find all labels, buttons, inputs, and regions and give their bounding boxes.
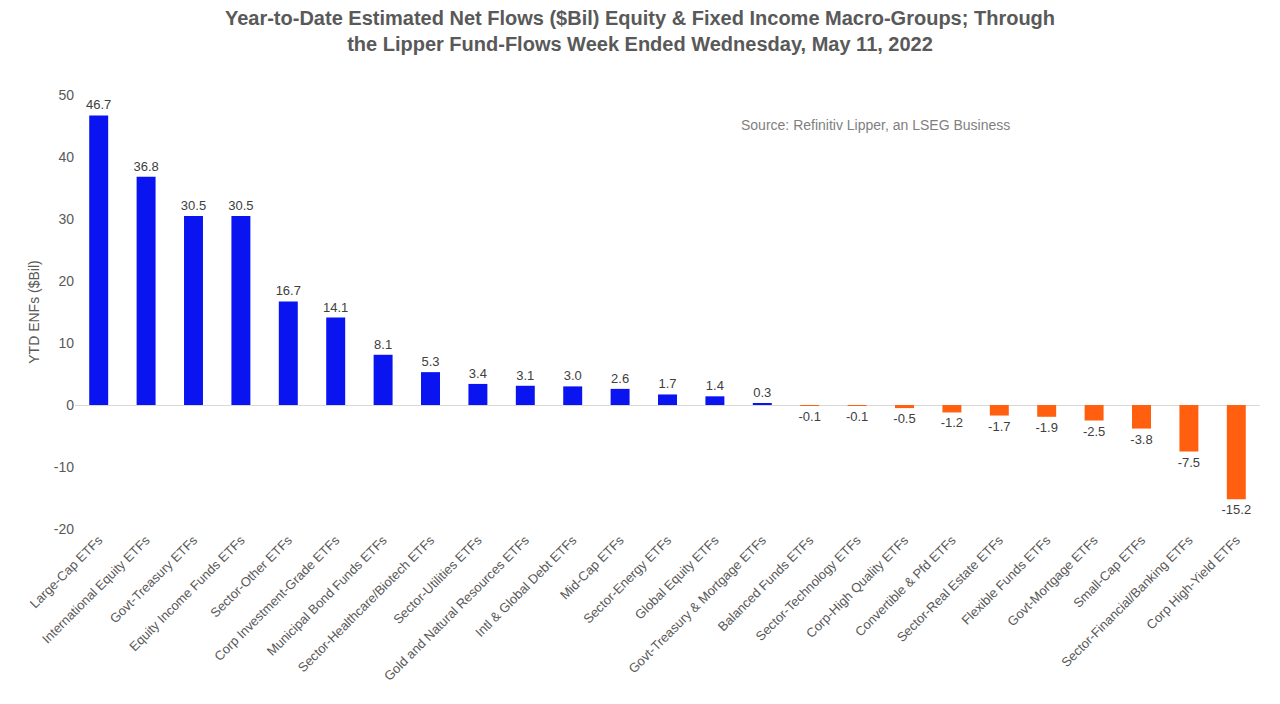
svg-text:8.1: 8.1 (374, 337, 392, 352)
svg-text:30: 30 (58, 211, 74, 227)
svg-text:2.6: 2.6 (611, 371, 629, 386)
svg-text:-2.5: -2.5 (1083, 424, 1105, 439)
svg-text:16.7: 16.7 (276, 283, 301, 298)
svg-text:14.1: 14.1 (323, 300, 348, 315)
svg-text:3.4: 3.4 (469, 366, 487, 381)
svg-text:-1.2: -1.2 (941, 415, 963, 430)
svg-text:YTD ENFs ($Bil): YTD ENFs ($Bil) (26, 260, 42, 363)
svg-text:-0.5: -0.5 (893, 411, 915, 426)
svg-text:Sector-Energy ETFs: Sector-Energy ETFs (580, 532, 674, 626)
svg-text:Sector-Technology ETFs: Sector-Technology ETFs (753, 532, 865, 644)
svg-text:-10: -10 (54, 459, 74, 475)
svg-text:40: 40 (58, 149, 74, 165)
svg-text:0.3: 0.3 (753, 385, 771, 400)
svg-text:Sector-Other ETFs: Sector-Other ETFs (207, 532, 295, 620)
svg-text:Sector-Healthcare/Biotech ETFs: Sector-Healthcare/Biotech ETFs (295, 532, 438, 675)
svg-text:Mid-Cap ETFs: Mid-Cap ETFs (557, 532, 627, 602)
svg-text:Sector-Financial/Banking ETFs: Sector-Financial/Banking ETFs (1058, 532, 1196, 670)
svg-text:Large-Cap ETFs: Large-Cap ETFs (27, 532, 106, 611)
svg-text:Source: Refinitiv Lipper, an L: Source: Refinitiv Lipper, an LSEG Busine… (741, 117, 1010, 133)
svg-text:Govt-Treasury & Mortgage ETFs: Govt-Treasury & Mortgage ETFs (625, 532, 769, 676)
svg-text:International Equity ETFs: International Equity ETFs (39, 532, 153, 646)
svg-text:-3.8: -3.8 (1130, 432, 1152, 447)
svg-text:-20: -20 (54, 521, 74, 537)
svg-text:-1.7: -1.7 (988, 419, 1010, 434)
svg-text:Balanced Funds ETFs: Balanced Funds ETFs (715, 532, 817, 634)
svg-text:3.0: 3.0 (564, 368, 582, 383)
svg-text:Sector-Real Estate ETFs: Sector-Real Estate ETFs (894, 532, 1007, 645)
svg-text:5.3: 5.3 (421, 354, 439, 369)
svg-text:-15.2: -15.2 (1221, 502, 1251, 517)
svg-text:Municipal Bond Funds ETFs: Municipal Bond Funds ETFs (264, 532, 390, 658)
svg-text:3.1: 3.1 (516, 368, 534, 383)
svg-text:Equity Income Funds ETFs: Equity Income Funds ETFs (126, 532, 248, 654)
svg-text:Corp-High Quality ETFs: Corp-High Quality ETFs (803, 532, 912, 641)
svg-text:1.7: 1.7 (658, 376, 676, 391)
svg-text:-7.5: -7.5 (1178, 455, 1200, 470)
svg-text:10: 10 (58, 335, 74, 351)
svg-text:Convertible & Pfd ETFs: Convertible & Pfd ETFs (852, 532, 959, 639)
svg-text:0: 0 (66, 397, 74, 413)
svg-text:Global Equity ETFs: Global Equity ETFs (632, 532, 722, 622)
svg-text:-0.1: -0.1 (798, 409, 820, 424)
svg-text:36.8: 36.8 (133, 159, 158, 174)
svg-text:Year-to-Date Estimated Net Flo: Year-to-Date Estimated Net Flows ($Bil) … (225, 7, 1055, 55)
svg-text:Gold and Natural Resources ETF: Gold and Natural Resources ETFs (381, 532, 532, 683)
svg-text:Small-Cap ETFs: Small-Cap ETFs (1070, 532, 1148, 610)
svg-text:50: 50 (58, 87, 74, 103)
svg-text:Corp Investment-Grade ETFs: Corp Investment-Grade ETFs (211, 532, 343, 664)
svg-text:46.7: 46.7 (86, 97, 111, 112)
svg-text:30.5: 30.5 (181, 198, 206, 213)
svg-text:Govt-Mortgage ETFs: Govt-Mortgage ETFs (1004, 532, 1101, 629)
svg-text:-0.1: -0.1 (846, 409, 868, 424)
svg-text:Intl & Global Debt ETFs: Intl & Global Debt ETFs (472, 532, 580, 640)
svg-text:Sector-Utilities ETFs: Sector-Utilities ETFs (390, 532, 485, 627)
svg-text:30.5: 30.5 (228, 198, 253, 213)
svg-text:-1.9: -1.9 (1035, 420, 1057, 435)
svg-text:Corp High-Yield ETFs: Corp High-Yield ETFs (1143, 532, 1243, 632)
svg-text:Flexible Funds ETFs: Flexible Funds ETFs (959, 532, 1054, 627)
svg-text:1.4: 1.4 (706, 378, 724, 393)
svg-text:Govt-Treasury ETFs: Govt-Treasury ETFs (107, 532, 201, 626)
svg-text:20: 20 (58, 273, 74, 289)
